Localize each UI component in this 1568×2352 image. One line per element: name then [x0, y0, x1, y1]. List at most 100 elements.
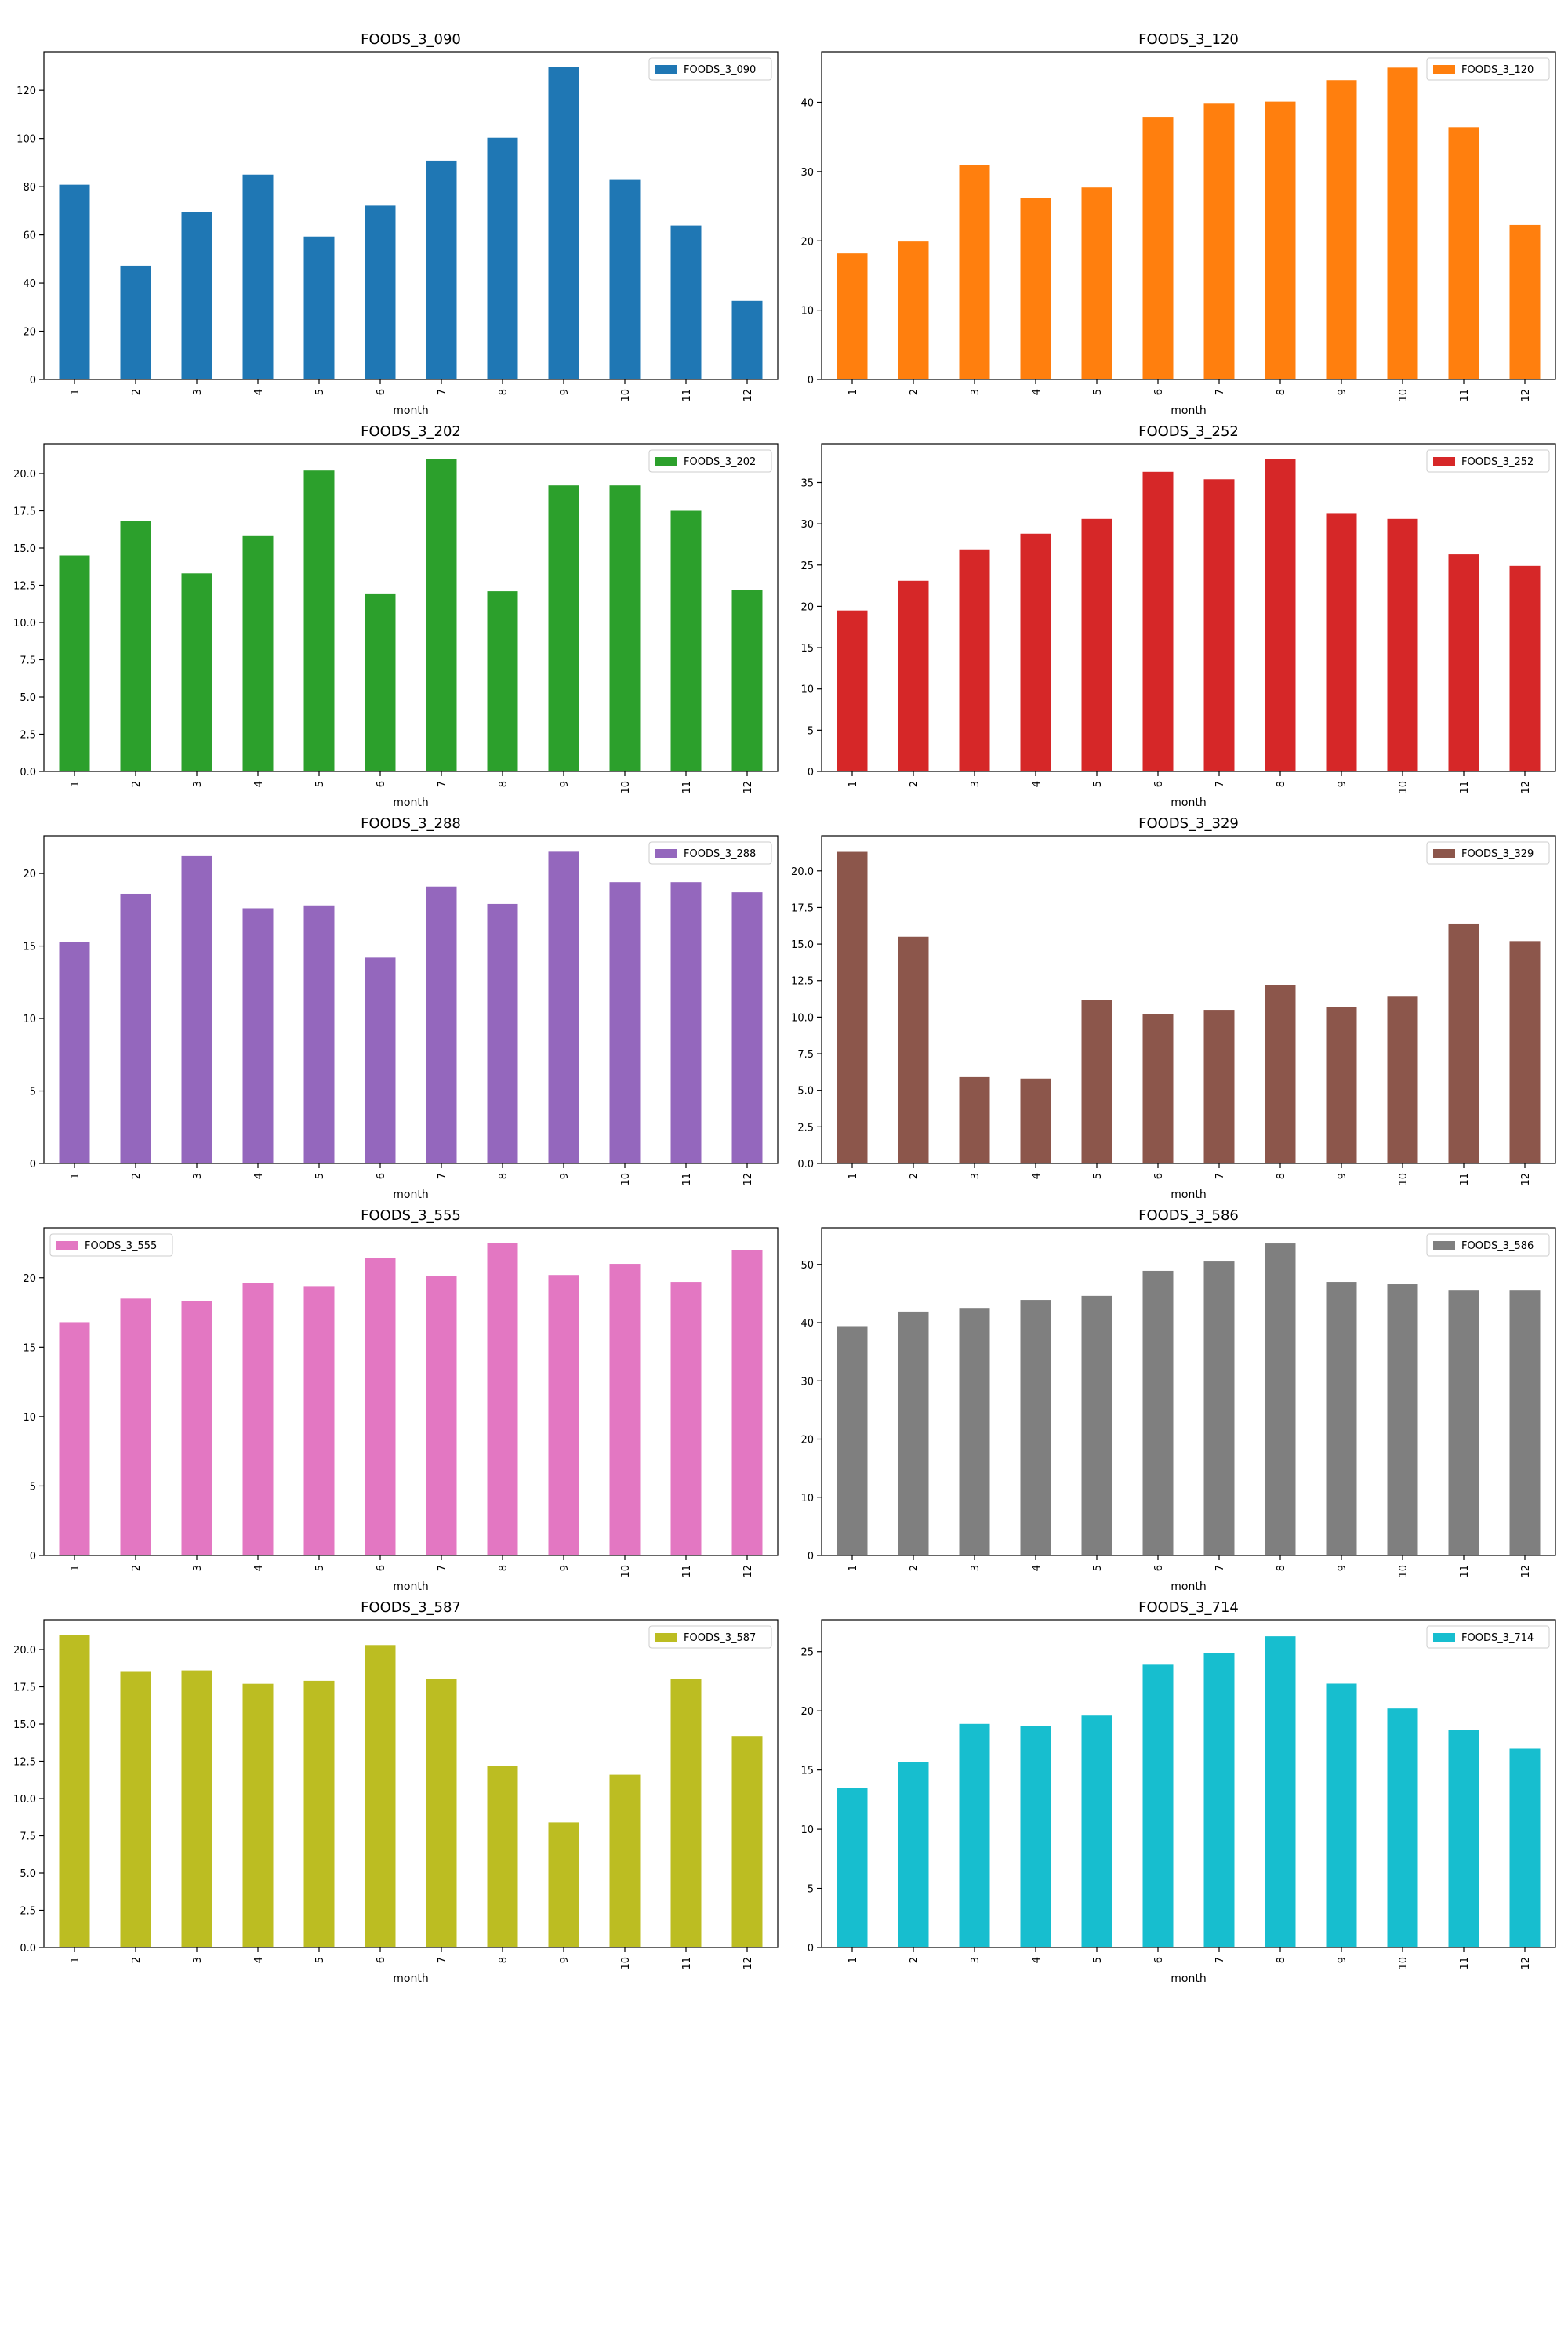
bar-1: [837, 1326, 868, 1555]
bar-1: [837, 610, 868, 771]
y-tick-label: 10.0: [13, 1794, 36, 1806]
legend: FOODS_3_714: [1426, 1625, 1550, 1649]
y-tick-label: 5.0: [20, 1868, 36, 1880]
bar-11: [670, 225, 702, 379]
y-tick-label: 0: [808, 1943, 814, 1955]
y-tick-label: 30: [800, 167, 814, 179]
x-tick-label: 7: [437, 1957, 448, 1963]
y-tick-label: 15.0: [13, 543, 36, 555]
legend-box: [648, 841, 772, 865]
bar-2: [120, 1298, 151, 1555]
x-tick-label: 8: [498, 1173, 510, 1179]
bar-8: [487, 903, 518, 1163]
bar-12: [1509, 224, 1541, 379]
x-tick-label: 3: [192, 1173, 204, 1179]
bar-4: [242, 908, 274, 1163]
x-tick-label: 2: [131, 781, 143, 787]
x-tick-label: 12: [1520, 389, 1532, 402]
x-tick-label: 12: [742, 781, 754, 794]
bar-8: [1265, 985, 1296, 1163]
x-tick-label: 9: [1337, 1173, 1348, 1179]
y-tick-label: 2.5: [20, 1906, 36, 1918]
x-axis-label: month: [1171, 1189, 1206, 1201]
bar-8: [487, 591, 518, 771]
x-tick-label: 11: [1459, 1957, 1471, 1970]
legend-label: FOODS_3_288: [684, 848, 756, 860]
x-tick-label: 12: [742, 1565, 754, 1578]
y-tick-label: 5: [808, 725, 814, 737]
x-tick-label: 11: [1459, 1565, 1471, 1578]
x-tick-label: 2: [131, 1565, 143, 1571]
legend: FOODS_3_090: [648, 57, 772, 81]
y-tick-label: 20: [23, 869, 36, 880]
bar-6: [1142, 1270, 1174, 1555]
legend-swatch: [1433, 849, 1455, 858]
chart-title: FOODS_3_120: [1138, 31, 1239, 48]
legend-box: [648, 1625, 772, 1649]
bar-6: [365, 1258, 396, 1555]
y-tick-label: 15: [23, 942, 36, 953]
bar-10: [609, 882, 641, 1163]
x-axis-label: month: [1171, 797, 1206, 809]
x-tick-label: 6: [1153, 1565, 1165, 1571]
x-tick-label: 5: [1092, 389, 1104, 395]
bar-5: [1081, 187, 1112, 379]
y-tick-label: 15: [800, 1766, 814, 1777]
bar-5: [303, 1680, 335, 1947]
bar-12: [1509, 941, 1541, 1163]
legend-box: [1426, 1625, 1550, 1649]
bar-9: [1326, 1007, 1357, 1163]
bar-11: [670, 510, 702, 771]
y-tick-label: 0.0: [20, 1943, 36, 1955]
bar-4: [1020, 198, 1051, 379]
bar-8: [1265, 1636, 1296, 1947]
legend-label: FOODS_3_586: [1461, 1240, 1534, 1252]
chart-6: FOODS_3_329 0.0 2.5 5.0 7.5 10.0 12.5 15.0 17.5 2…: [791, 815, 1556, 1201]
bar-3: [959, 1308, 990, 1555]
bar-8: [1265, 101, 1296, 379]
x-tick-label: 5: [314, 1957, 326, 1963]
y-tick-label: 20.0: [791, 866, 814, 878]
bar-3: [181, 573, 212, 771]
axes-frame: [821, 1227, 1556, 1556]
x-tick-label: 1: [70, 1565, 82, 1571]
x-tick-label: 3: [970, 1957, 982, 1963]
bar-10: [609, 1264, 641, 1555]
x-tick-label: 7: [1214, 781, 1226, 787]
bar-3: [181, 1670, 212, 1947]
bar-7: [1203, 479, 1235, 771]
bar-10: [1387, 1708, 1418, 1947]
chart-title: FOODS_3_252: [1138, 423, 1239, 440]
bar-9: [548, 67, 579, 379]
y-tick-label: 10: [23, 1412, 36, 1424]
axes-frame: [821, 51, 1556, 380]
chart-title: FOODS_3_587: [361, 1599, 461, 1616]
bar-4: [242, 1683, 274, 1947]
x-tick-label: 6: [376, 1957, 387, 1963]
bar-5: [1081, 1295, 1112, 1555]
bar-2: [120, 265, 151, 379]
bar-7: [426, 886, 457, 1163]
legend: FOODS_3_329: [1426, 841, 1550, 865]
bar-11: [1448, 923, 1479, 1163]
x-tick-label: 12: [742, 1173, 754, 1186]
axes-frame: [43, 51, 779, 380]
y-tick-label: 40: [23, 278, 36, 290]
x-tick-label: 8: [1276, 1565, 1287, 1571]
legend: FOODS_3_202: [648, 449, 772, 473]
bar-11: [1448, 1730, 1479, 1947]
legend-label: FOODS_3_090: [684, 64, 756, 76]
x-tick-label: 3: [192, 1957, 204, 1963]
y-tick-label: 5: [30, 1481, 36, 1493]
bar-2: [898, 936, 929, 1163]
bar-4: [1020, 533, 1051, 771]
x-tick-label: 4: [1031, 1957, 1043, 1963]
x-tick-label: 4: [1031, 1565, 1043, 1571]
x-tick-label: 10: [1398, 781, 1410, 794]
legend-label: FOODS_3_587: [684, 1632, 756, 1644]
bar-7: [426, 1276, 457, 1555]
axes-frame: [821, 443, 1556, 772]
y-tick-label: 15: [23, 1342, 36, 1354]
